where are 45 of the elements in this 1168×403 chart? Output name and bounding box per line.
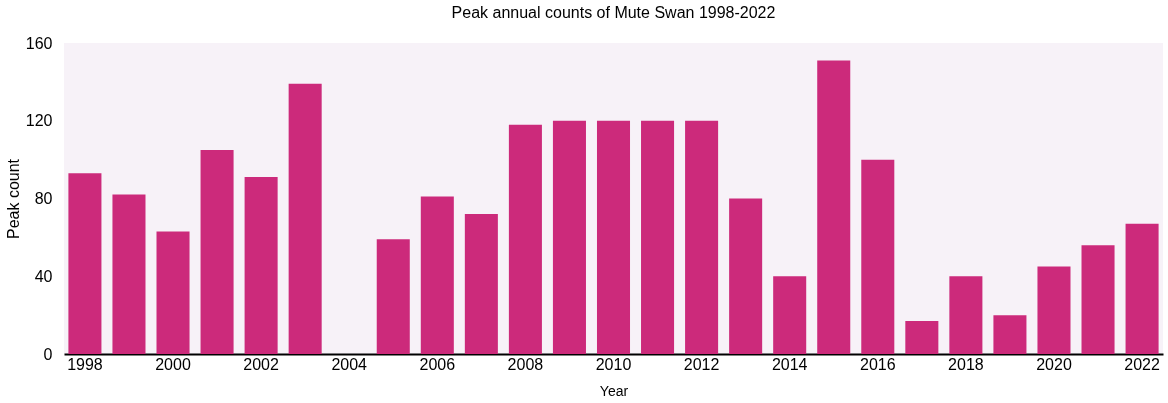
x-tick-label: 2020 xyxy=(1036,355,1072,373)
bar xyxy=(420,196,454,354)
bar xyxy=(596,120,631,354)
bar xyxy=(68,173,102,354)
x-tick-label: 2010 xyxy=(595,355,632,373)
chart-title: Peak annual counts of Mute Swan 1998-2022 xyxy=(451,4,776,21)
bar xyxy=(773,276,807,354)
bar xyxy=(729,198,763,354)
x-tick-label: 2004 xyxy=(331,355,368,373)
bar xyxy=(993,315,1027,354)
bar xyxy=(200,149,234,354)
x-tick-label: 2008 xyxy=(507,355,544,373)
bar xyxy=(288,83,322,354)
y-tick-label: 40 xyxy=(34,267,53,285)
bar xyxy=(1125,223,1159,354)
bar xyxy=(376,239,410,354)
bar xyxy=(464,214,498,354)
bar xyxy=(1081,245,1115,354)
x-tick-label: 2022 xyxy=(1124,355,1160,373)
x-tick-label: 2018 xyxy=(948,355,984,373)
x-tick-label: 2016 xyxy=(859,355,896,373)
bar xyxy=(817,60,851,354)
x-tick-label: 2012 xyxy=(683,355,720,373)
y-tick-label: 80 xyxy=(34,190,53,207)
x-tick-label: 2006 xyxy=(419,355,456,373)
y-tick-label: 120 xyxy=(25,112,53,130)
bar xyxy=(156,231,190,354)
bar xyxy=(861,159,895,354)
bar xyxy=(552,120,586,354)
bar xyxy=(508,124,542,354)
bar xyxy=(1037,266,1071,354)
bar xyxy=(641,120,675,354)
x-tick-label: 2002 xyxy=(243,355,280,373)
bar xyxy=(905,320,939,354)
y-tick-label: 160 xyxy=(25,34,53,52)
bar xyxy=(112,194,146,354)
y-tick-label: 0 xyxy=(43,345,53,363)
bar xyxy=(949,276,983,354)
bar xyxy=(244,177,278,354)
x-axis-title: Year xyxy=(599,382,629,399)
x-tick-label: 1998 xyxy=(67,355,103,373)
y-axis-title: Peak count xyxy=(4,158,22,240)
x-tick-label: 2000 xyxy=(155,355,191,373)
bar xyxy=(685,120,719,354)
x-tick-label: 2014 xyxy=(771,355,808,373)
